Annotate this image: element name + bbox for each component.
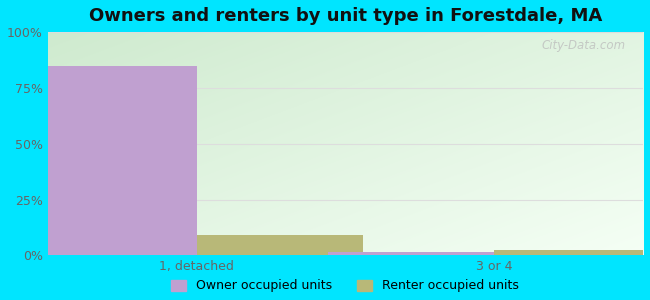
Bar [494, 250, 650, 255]
Bar [30, 65, 196, 255]
Text: City-Data.com: City-Data.com [541, 39, 625, 52]
Bar [196, 235, 363, 255]
Bar [328, 252, 494, 255]
Title: Owners and renters by unit type in Forestdale, MA: Owners and renters by unit type in Fores… [89, 7, 602, 25]
Legend: Owner occupied units, Renter occupied units: Owner occupied units, Renter occupied un… [172, 279, 519, 292]
